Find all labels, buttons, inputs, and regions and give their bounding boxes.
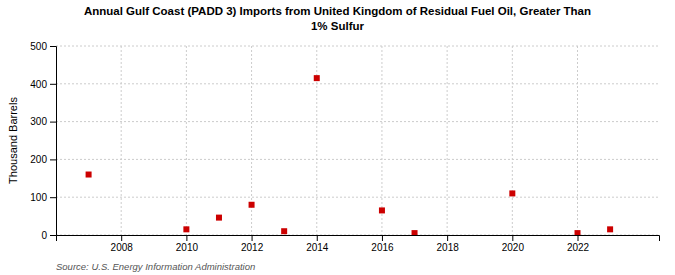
- grid-line-y: [56, 121, 659, 122]
- point: [183, 226, 189, 232]
- point: [509, 190, 515, 196]
- x-tick-label: 2022: [567, 242, 590, 253]
- points: [86, 75, 614, 235]
- x-tick-label: 2010: [176, 242, 199, 253]
- y-tick: 300: [30, 116, 56, 127]
- grid-line-x: [186, 46, 187, 235]
- point: [412, 230, 418, 235]
- grid-line-x: [381, 46, 382, 235]
- x-tick-label: 2012: [241, 242, 264, 253]
- y-axis: 0 100 200 300 400 500: [30, 41, 56, 241]
- y-tick-label: 200: [30, 154, 47, 165]
- grid-line-x: [316, 46, 317, 235]
- x-tick-label: 2014: [306, 242, 329, 253]
- y-tick-mark: [50, 84, 56, 85]
- title-line: 1% Sulfur: [311, 20, 365, 32]
- point: [607, 226, 613, 232]
- grid-line-x: [577, 46, 578, 235]
- y-tick: 500: [30, 41, 56, 52]
- x-tick-mark: [578, 235, 579, 241]
- grid-line-y: [56, 46, 659, 47]
- x-tick-mark: [317, 235, 318, 241]
- y-tick-label: 100: [30, 192, 47, 203]
- y-tick-mark: [50, 122, 56, 123]
- x-tick: 2014: [306, 235, 329, 253]
- y-tick-label: 400: [30, 79, 47, 90]
- x-tick: 2022: [567, 235, 590, 253]
- y-tick-label: 0: [41, 230, 47, 241]
- y-tick-mark: [50, 235, 56, 236]
- x-tick-mark: [121, 235, 122, 241]
- grid: [56, 46, 659, 235]
- x-tick: 2010: [176, 235, 199, 253]
- x-tick-mark: [382, 235, 383, 241]
- grid-line-x: [512, 46, 513, 235]
- point: [249, 202, 255, 208]
- x-tick: 2018: [437, 235, 460, 253]
- chart: 2008 2010 2012 2014 2016 2018 2020 2022 0 100 200 3…: [0, 0, 675, 275]
- point: [216, 215, 222, 221]
- y-tick-mark: [50, 46, 56, 47]
- grid-line-y: [56, 197, 659, 198]
- x-axis: 2008 2010 2012 2014 2016 2018 2020 2022: [57, 235, 660, 253]
- grid-line-y: [56, 159, 659, 160]
- point: [379, 207, 385, 213]
- x-tick-mark: [447, 235, 448, 241]
- title: Annual Gulf Coast (PADD 3) Imports from …: [84, 5, 591, 32]
- y-tick-label: 500: [30, 41, 47, 52]
- y-tick: 0: [41, 230, 56, 241]
- grid-line-x: [447, 46, 448, 235]
- x-tick-label: 2008: [111, 242, 134, 253]
- point: [314, 75, 320, 81]
- x-tick: 2012: [241, 235, 264, 253]
- y-tick: 100: [30, 192, 56, 203]
- y-axis-title: Thousand Barrels: [7, 97, 19, 184]
- x-tick-label: 2018: [437, 242, 460, 253]
- x-tick-mark: [186, 235, 187, 241]
- title-line: Annual Gulf Coast (PADD 3) Imports from …: [84, 5, 591, 17]
- source: Source: U.S. Energy Information Administ…: [56, 261, 255, 272]
- x-tick-label: 2020: [502, 242, 525, 253]
- y-tick-label: 300: [30, 116, 47, 127]
- y-axis-line: [50, 47, 57, 236]
- x-tick: 2008: [111, 235, 134, 253]
- y-tick-mark: [50, 159, 56, 160]
- grid-line-x: [121, 46, 122, 235]
- y-tick: 400: [30, 79, 56, 90]
- point: [575, 230, 581, 235]
- point: [86, 172, 92, 178]
- plot: 2008 2010 2012 2014 2016 2018 2020 2022 0 100 200 3…: [30, 41, 659, 253]
- y-tick-mark: [50, 197, 56, 198]
- grid-line-y: [56, 83, 659, 84]
- y-tick: 200: [30, 154, 56, 165]
- x-axis-line: [57, 236, 660, 242]
- x-tick-mark: [512, 235, 513, 241]
- x-tick-label: 2016: [371, 242, 394, 253]
- point: [281, 228, 287, 234]
- x-tick: 2020: [502, 235, 525, 253]
- x-tick-mark: [252, 235, 253, 241]
- x-tick: 2016: [371, 235, 394, 253]
